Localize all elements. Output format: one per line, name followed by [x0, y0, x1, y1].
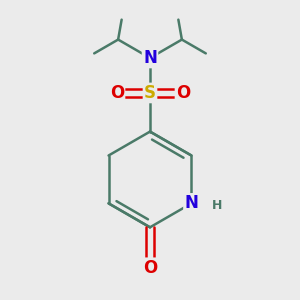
Text: O: O — [110, 84, 124, 102]
Text: N: N — [184, 194, 198, 212]
Text: N: N — [143, 49, 157, 67]
Text: O: O — [143, 259, 157, 277]
Text: H: H — [212, 199, 222, 212]
Text: S: S — [144, 84, 156, 102]
Text: O: O — [176, 84, 190, 102]
